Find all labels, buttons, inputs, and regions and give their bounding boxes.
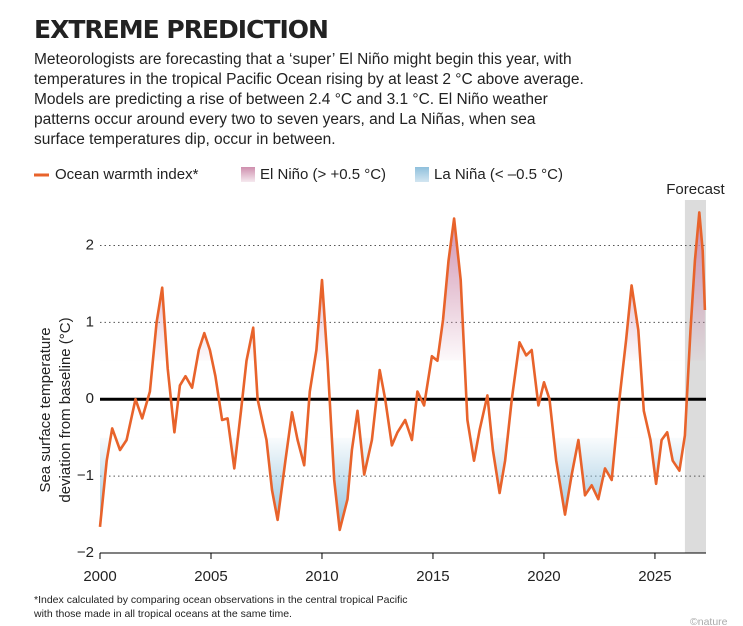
- y-axis-label: Sea surface temperature: [37, 327, 54, 492]
- x-tick-label: 2025: [638, 568, 671, 585]
- x-tick-label: 2005: [194, 568, 227, 585]
- subtitle: patterns occur around every two to seven…: [34, 111, 536, 128]
- legend-swatch: [241, 167, 255, 182]
- subtitle: surface temperatures dip, occur in betwe…: [34, 131, 336, 148]
- legend-swatch: [415, 167, 429, 182]
- y-tick-label: 2: [86, 236, 94, 253]
- y-tick-label: −2: [77, 544, 94, 561]
- y-tick-label: 0: [86, 390, 94, 407]
- legend-label: El Niño (> +0.5 °C): [260, 166, 386, 183]
- data-line: [98, 211, 707, 532]
- legend-label: La Niña (< –0.5 °C): [434, 166, 563, 183]
- subtitle: temperatures in the tropical Pacific Oce…: [34, 71, 584, 88]
- footnote: with those made in all tropical oceans a…: [33, 608, 292, 620]
- subtitle: Models are predicting a rise of between …: [34, 91, 548, 108]
- la-nina-area: [100, 437, 705, 530]
- forecast-label: Forecast: [666, 181, 725, 198]
- legend-label: Ocean warmth index*: [55, 166, 199, 183]
- y-tick-label: 1: [86, 313, 94, 330]
- x-tick-label: 2020: [527, 568, 560, 585]
- y-tick-label: −1: [77, 467, 94, 484]
- source: ©nature: [690, 616, 728, 626]
- chart-title: EXTREME PREDICTION: [34, 15, 328, 44]
- x-tick-label: 2000: [83, 568, 116, 585]
- subtitle: Meteorologists are forecasting that a ‘s…: [34, 51, 572, 68]
- el-nino-area: [152, 212, 705, 361]
- x-tick-label: 2010: [305, 568, 338, 585]
- y-axis-label: deviation from baseline (°C): [57, 317, 74, 502]
- footnote: *Index calculated by comparing ocean obs…: [34, 594, 408, 606]
- x-tick-label: 2015: [416, 568, 449, 585]
